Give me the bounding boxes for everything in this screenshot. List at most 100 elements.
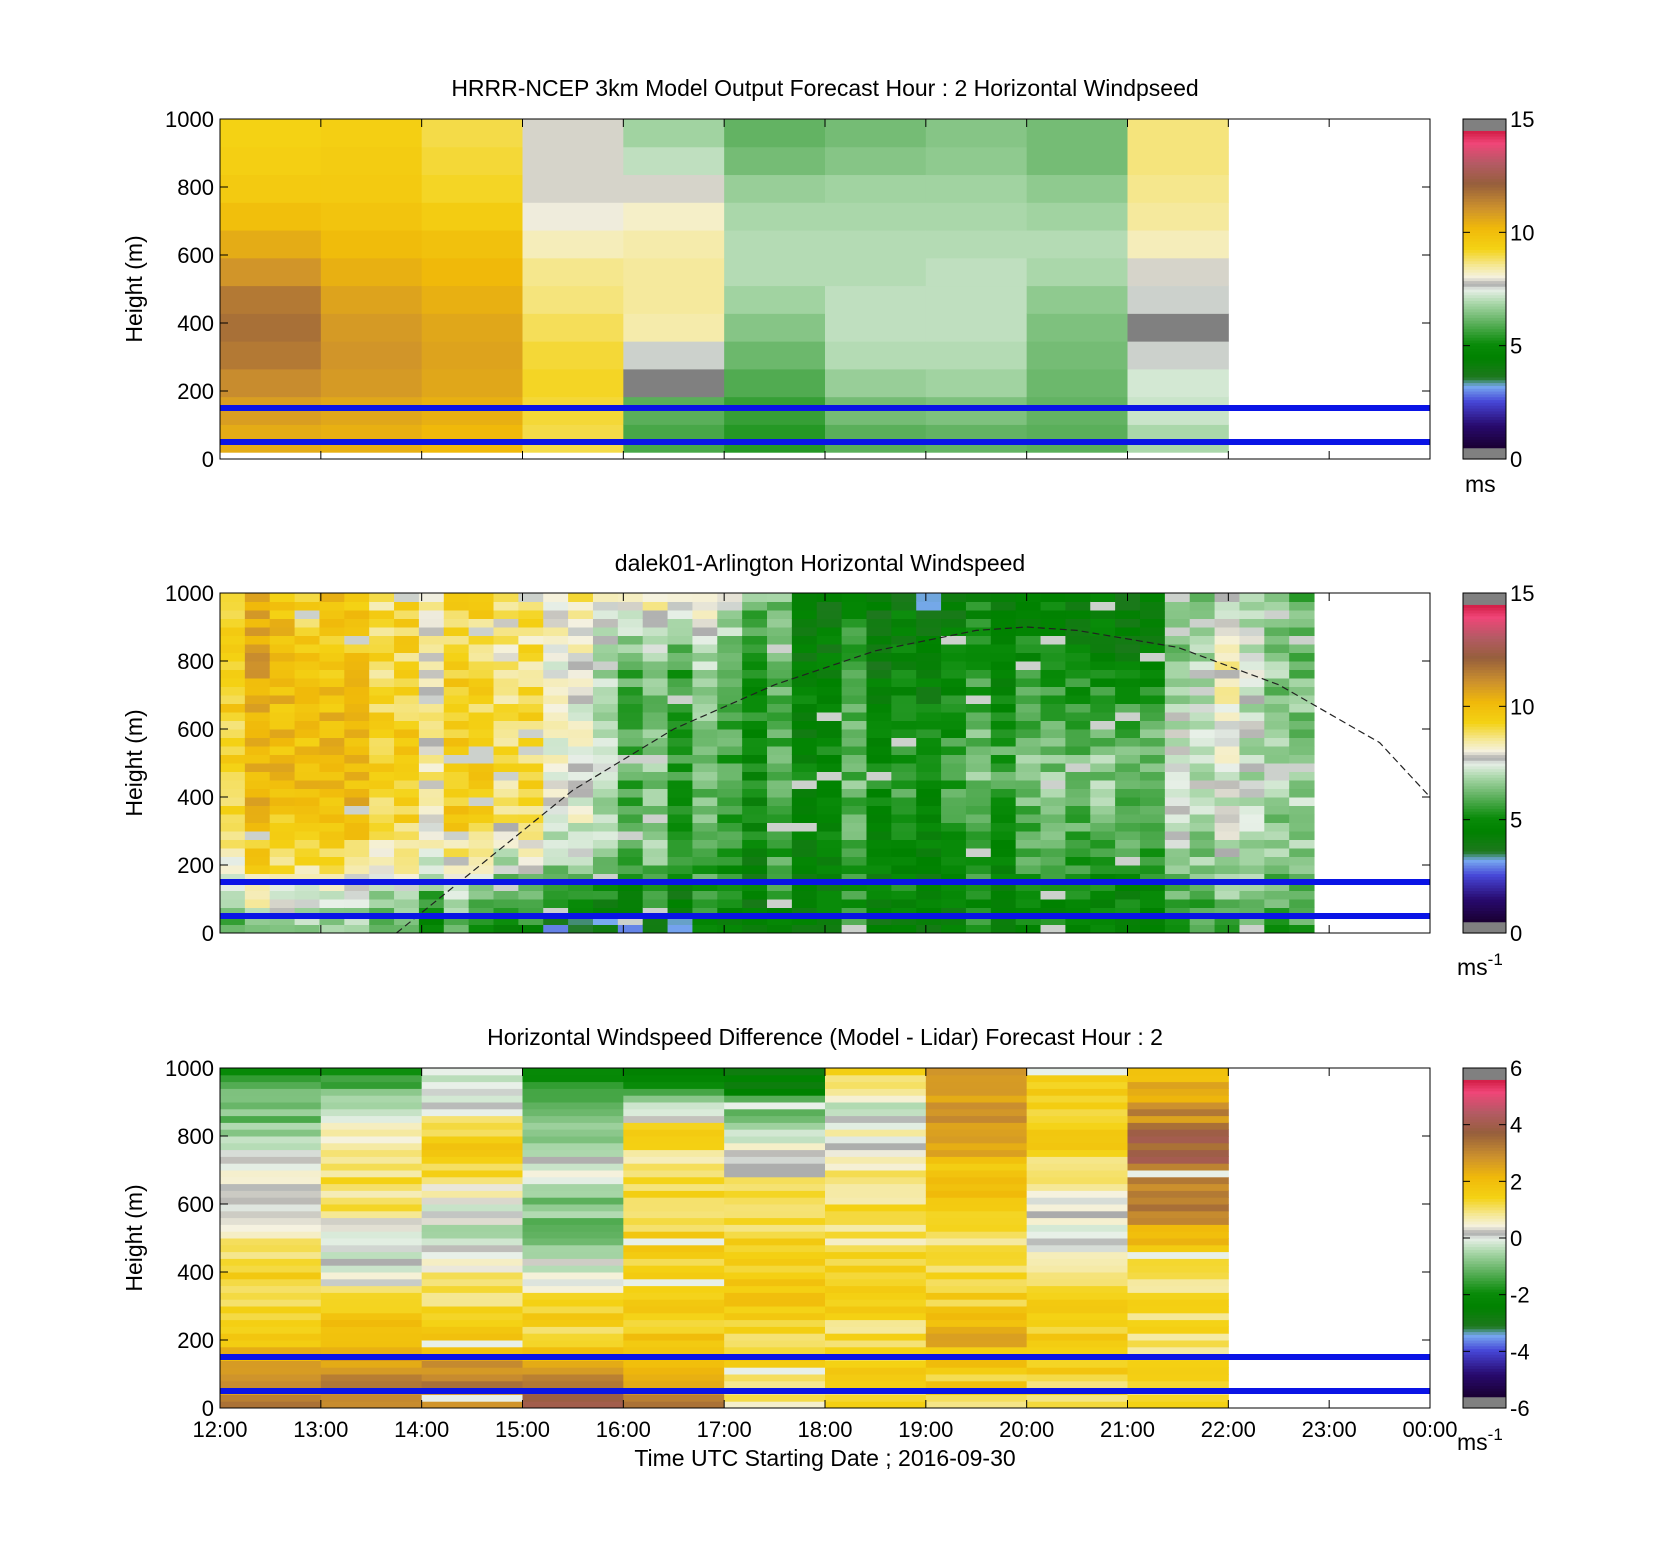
lidar-cell bbox=[692, 831, 718, 840]
colorbar-segment bbox=[1463, 374, 1506, 378]
lidar-cell bbox=[866, 703, 892, 713]
difference-cell bbox=[320, 1272, 423, 1280]
lidar-cell bbox=[866, 839, 892, 849]
lidar-cell bbox=[791, 729, 818, 738]
lidar-cell bbox=[443, 882, 470, 891]
lidar-cell bbox=[319, 737, 345, 747]
lidar-cell bbox=[841, 601, 867, 611]
lidar-cell bbox=[891, 839, 917, 849]
lidar-cell bbox=[1090, 627, 1116, 636]
colorbar-segment bbox=[1463, 280, 1506, 284]
difference-cell bbox=[724, 1292, 826, 1300]
difference-cell bbox=[421, 1340, 523, 1348]
lidar-cell bbox=[692, 669, 718, 679]
lidar-cell bbox=[568, 720, 594, 730]
lidar-cell bbox=[1065, 831, 1091, 840]
lidar-cell bbox=[394, 737, 420, 747]
colorbar-segment bbox=[1463, 405, 1506, 409]
lidar-cell bbox=[990, 644, 1017, 653]
lidar-cell bbox=[667, 890, 693, 900]
lidar-cell bbox=[344, 712, 370, 721]
lidar-cell bbox=[965, 763, 992, 772]
difference-cell bbox=[320, 1244, 423, 1253]
lidar-cell bbox=[1115, 839, 1141, 849]
lidar-cell bbox=[369, 669, 395, 679]
lidar-cell bbox=[1239, 797, 1265, 806]
colorbar-segment bbox=[1463, 601, 1506, 605]
lidar-cell bbox=[1015, 695, 1042, 704]
lidar-cell bbox=[866, 805, 892, 815]
colorbar-segment bbox=[1463, 444, 1506, 449]
lidar-cell bbox=[791, 780, 818, 789]
y-tick-label: 1000 bbox=[165, 581, 214, 606]
difference-cell bbox=[522, 1306, 624, 1314]
lidar-cell bbox=[1239, 627, 1265, 636]
model-cell bbox=[220, 202, 322, 231]
lidar-cell bbox=[344, 865, 370, 874]
difference-cell bbox=[522, 1380, 624, 1389]
lidar-cell bbox=[617, 856, 644, 866]
colorbar-segment bbox=[1463, 215, 1506, 219]
lidar-cell bbox=[1090, 746, 1116, 755]
lidar-cell bbox=[244, 669, 271, 679]
difference-cell bbox=[220, 1238, 322, 1246]
lidar-cell bbox=[642, 882, 669, 891]
model-cell bbox=[1127, 230, 1229, 259]
lidar-cell bbox=[244, 601, 271, 611]
lidar-cell bbox=[319, 678, 345, 687]
lidar-cell bbox=[717, 593, 743, 602]
difference-cell bbox=[522, 1251, 624, 1259]
lidar-cell bbox=[990, 627, 1017, 636]
lidar-cell bbox=[692, 797, 718, 806]
lidar-cell bbox=[1065, 856, 1091, 866]
lidar-cell bbox=[767, 890, 793, 900]
lidar-cell bbox=[1040, 618, 1066, 628]
colorbar-segment bbox=[1463, 1133, 1506, 1137]
difference-cell bbox=[1026, 1326, 1128, 1334]
difference-cell bbox=[1127, 1272, 1229, 1280]
model-cell bbox=[724, 257, 826, 287]
lidar-cell bbox=[443, 831, 470, 840]
lidar-cell bbox=[1115, 805, 1141, 815]
difference-cell bbox=[825, 1149, 927, 1157]
lidar-cell bbox=[493, 703, 519, 713]
lidar-cell bbox=[1065, 729, 1091, 738]
model-cell bbox=[825, 146, 927, 176]
lidar-cell bbox=[319, 856, 345, 866]
lidar-cell bbox=[1264, 601, 1290, 611]
colorbar-segment bbox=[1463, 726, 1506, 730]
lidar-cell bbox=[394, 856, 420, 866]
difference-cell bbox=[825, 1190, 927, 1198]
lidar-cell bbox=[319, 720, 345, 730]
lidar-cell bbox=[1214, 661, 1240, 670]
lidar-cell bbox=[418, 644, 445, 653]
x-tick-label: 23:00 bbox=[1302, 1417, 1357, 1442]
lidar-cell bbox=[493, 737, 519, 747]
difference-cell bbox=[623, 1292, 725, 1300]
difference-cell bbox=[1127, 1136, 1229, 1144]
difference-cell bbox=[623, 1312, 725, 1321]
lidar-cell bbox=[369, 644, 395, 653]
difference-cell bbox=[825, 1333, 927, 1341]
panel-model-reference-lines bbox=[220, 405, 1430, 445]
lidar-cell bbox=[866, 916, 892, 925]
lidar-cell bbox=[1040, 652, 1066, 662]
lidar-cell bbox=[1289, 720, 1315, 730]
lidar-cell bbox=[791, 763, 818, 772]
lidar-cell bbox=[369, 882, 395, 891]
lidar-cell bbox=[816, 916, 843, 925]
model-cell bbox=[220, 119, 322, 148]
lidar-cell bbox=[1264, 848, 1290, 857]
lidar-cell bbox=[1115, 899, 1141, 908]
lidar-cell bbox=[1214, 678, 1240, 687]
colorbar-segment bbox=[1463, 683, 1506, 688]
lidar-cell bbox=[667, 873, 693, 883]
lidar-cell bbox=[592, 754, 619, 764]
difference-cell bbox=[522, 1176, 624, 1185]
difference-cell bbox=[522, 1204, 624, 1212]
lidar-cell bbox=[642, 610, 669, 619]
colorbar-segment bbox=[1463, 1198, 1506, 1202]
colorbar-segment bbox=[1463, 1351, 1506, 1355]
lidar-cell bbox=[1214, 831, 1240, 840]
lidar-cell bbox=[891, 848, 917, 857]
